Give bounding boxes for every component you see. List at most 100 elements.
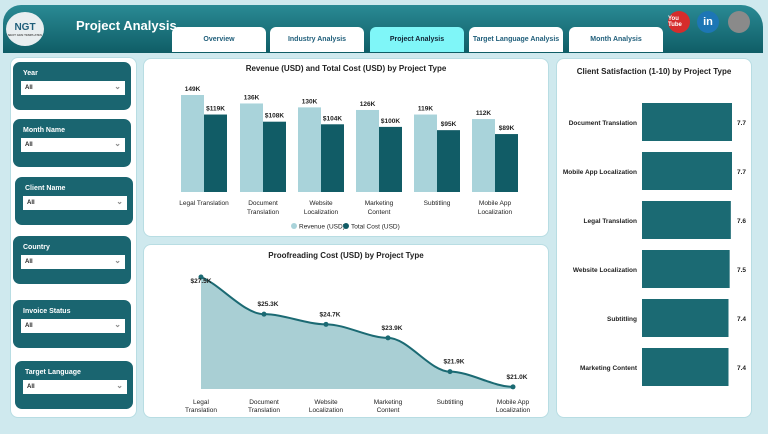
dropdown-value: All — [27, 200, 35, 206]
tab-industry-analysis[interactable]: Industry Analysis — [270, 27, 364, 52]
slicer-dropdown[interactable]: All ⌄ — [23, 196, 127, 210]
area-line — [200, 276, 514, 388]
data-label: 119K — [418, 106, 433, 113]
chevron-down-icon: ⌄ — [114, 82, 121, 91]
bar-revenue — [356, 109, 379, 192]
chevron-down-icon: ⌄ — [116, 197, 123, 206]
x-tick-label: Subtitling — [424, 200, 451, 207]
data-label: 7.5 — [737, 267, 746, 274]
tab-target-language-analysis[interactable]: Target Language Analysis — [469, 27, 563, 52]
legend-marker — [343, 223, 349, 229]
tab-month-analysis[interactable]: Month Analysis — [569, 27, 663, 52]
x-tick-label: Translation — [247, 209, 279, 216]
bar-revenue — [298, 107, 321, 192]
slicer-client-name: Client Name All ⌄ — [15, 177, 133, 225]
data-label: 112K — [476, 110, 491, 117]
slicer-dropdown[interactable]: All ⌄ — [21, 81, 125, 95]
y-tick-label: Website Localization — [573, 267, 637, 274]
globe-icon[interactable] — [728, 11, 750, 33]
youtube-icon[interactable]: You Tube — [668, 11, 690, 33]
proofreading-chart: $27.5KLegalTranslation$25.3KDocumentTran… — [185, 274, 531, 414]
data-label: 136K — [244, 94, 260, 101]
dropdown-value: All — [25, 142, 33, 148]
logo-subtext: NEXT GEN TEMPLATES — [7, 32, 43, 37]
x-tick-label: Marketing — [374, 399, 403, 406]
x-tick-label: Document — [248, 200, 278, 207]
x-tick-label: Translation — [185, 407, 217, 414]
x-tick-label: Translation — [248, 407, 280, 414]
slicer-dropdown[interactable]: All ⌄ — [21, 138, 125, 152]
dropdown-value: All — [25, 323, 33, 329]
data-label: $104K — [323, 115, 342, 122]
x-tick-label: Mobile App — [497, 399, 530, 406]
slicer-dropdown[interactable]: All ⌄ — [23, 380, 127, 394]
slicer-label: Country — [23, 244, 50, 251]
slicer-dropdown[interactable]: All ⌄ — [21, 255, 125, 269]
slicer-label: Invoice Status — [23, 308, 71, 315]
data-point — [323, 321, 329, 327]
slicer-country: Country All ⌄ — [13, 236, 131, 284]
logo: NGT NEXT GEN TEMPLATES — [6, 12, 44, 46]
bar-satisfaction — [642, 201, 731, 239]
y-tick-label: Legal Translation — [584, 218, 637, 225]
data-label: 7.7 — [737, 169, 746, 176]
y-tick-label: Subtitling — [607, 316, 637, 323]
bar-cost — [379, 126, 402, 192]
data-point — [198, 274, 204, 280]
slicer-label: Month Name — [23, 127, 65, 134]
chevron-down-icon: ⌄ — [114, 139, 121, 148]
x-tick-label: Legal Translation — [179, 200, 229, 207]
data-label: 126K — [360, 101, 376, 108]
y-tick-label: Document Translation — [569, 120, 637, 127]
slicer-month-name: Month Name All ⌄ — [13, 119, 131, 167]
x-tick-label: Localization — [478, 209, 513, 216]
x-tick-label: Marketing — [365, 200, 394, 207]
proofreading-chart-panel: Proofreading Cost (USD) by Project Type … — [143, 244, 549, 418]
bar-satisfaction — [642, 299, 729, 337]
bar-cost — [321, 124, 344, 192]
logo-text: NGT — [14, 21, 36, 33]
bar-revenue — [414, 114, 437, 192]
x-tick-label: Localization — [309, 407, 344, 414]
dropdown-value: All — [25, 259, 33, 265]
chart-title: Proofreading Cost (USD) by Project Type — [268, 251, 424, 260]
x-tick-label: Legal — [193, 399, 209, 406]
data-point — [447, 369, 453, 375]
bar-revenue — [240, 103, 263, 192]
data-label: $89K — [499, 125, 515, 132]
page-title: Project Analysis — [76, 18, 177, 33]
bar-satisfaction — [642, 250, 730, 288]
legend-label: Total Cost (USD) — [351, 224, 400, 231]
slicer-label: Client Name — [25, 185, 66, 192]
data-label: $100K — [381, 118, 400, 125]
slicer-target-language: Target Language All ⌄ — [15, 361, 133, 409]
bar-cost — [204, 114, 227, 192]
legend-marker — [291, 223, 297, 229]
data-point — [261, 311, 267, 317]
chevron-down-icon: ⌄ — [116, 381, 123, 390]
data-label: $21.9K — [444, 359, 465, 366]
data-label: 130K — [302, 98, 318, 105]
data-label: $24.7K — [320, 311, 341, 318]
slicer-dropdown[interactable]: All ⌄ — [21, 319, 125, 333]
data-label: $27.5K — [191, 278, 212, 285]
x-tick-label: Localization — [496, 407, 531, 414]
data-label: 7.7 — [737, 120, 746, 127]
tab-overview[interactable]: Overview — [172, 27, 266, 52]
linkedin-icon[interactable]: in — [697, 11, 719, 33]
x-tick-label: Content — [377, 407, 400, 414]
data-point — [510, 384, 516, 390]
bar-cost — [437, 130, 460, 192]
tab-project-analysis[interactable]: Project Analysis — [370, 27, 464, 52]
data-label: 7.4 — [737, 365, 746, 372]
data-label: $21.0K — [507, 374, 528, 381]
bar-satisfaction — [642, 348, 729, 386]
slicer-invoice-status: Invoice Status All ⌄ — [13, 300, 131, 348]
satisfaction-chart-panel: Client Satisfaction (1-10) by Project Ty… — [556, 58, 752, 418]
revenue-cost-chart-panel: Revenue (USD) and Total Cost (USD) by Pr… — [143, 58, 549, 237]
x-tick-label: Website — [314, 399, 338, 406]
satisfaction-chart: Document Translation 7.7 Mobile App Locali… — [563, 103, 746, 386]
x-tick-label: Document — [249, 399, 279, 406]
x-tick-label: Content — [368, 209, 391, 216]
data-label: $119K — [206, 106, 225, 113]
